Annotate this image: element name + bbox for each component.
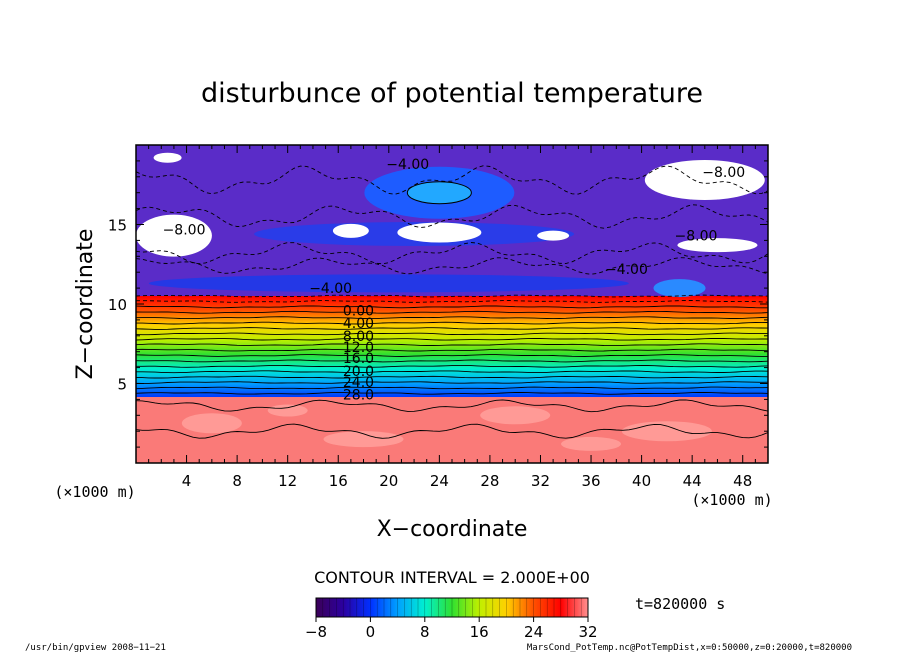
x-tick-label: 28 xyxy=(480,472,499,490)
contour-label: 20.0 xyxy=(343,364,374,380)
colorbar xyxy=(315,597,589,618)
colorbar-tick-label: −8 xyxy=(305,623,327,641)
stratified-field xyxy=(136,296,768,398)
footer-right: MarsCond_PotTemp.nc@PotTempDist,x=0:5000… xyxy=(527,643,852,653)
x-tick-label: 32 xyxy=(531,472,550,490)
plot-area xyxy=(136,145,768,463)
footer-left: /usr/bin/gpview 2008−11−21 xyxy=(25,643,166,653)
x-axis-label: X−coordinate xyxy=(377,517,528,542)
x-tick-label: 20 xyxy=(379,472,398,490)
x-tick-label: 4 xyxy=(182,472,192,490)
colorbar-tick-label: 16 xyxy=(470,623,489,641)
contour-label-upper: −4.00 xyxy=(309,281,352,297)
upper-field-shapes xyxy=(136,152,765,451)
contour-label-upper: −4.00 xyxy=(386,157,429,173)
y-axis: 5 10 15 xyxy=(108,160,768,448)
colorbar-tick-label: 32 xyxy=(578,623,597,641)
contour-label: 4.00 xyxy=(343,316,374,332)
contour-label-upper: −8.00 xyxy=(702,165,745,181)
contour-label-upper: −8.00 xyxy=(163,222,206,238)
contour-label: 16.0 xyxy=(343,351,374,367)
y-tick-label: 15 xyxy=(108,217,127,235)
y-axis-label: Z−coordinate xyxy=(73,229,98,380)
x-unit-right: (×1000 m) xyxy=(691,491,772,509)
y-tick-label: 5 xyxy=(117,376,127,394)
colorbar-tick-label: 24 xyxy=(524,623,543,641)
contour-label-upper: −4.00 xyxy=(605,262,648,278)
contour-label-upper: −8.00 xyxy=(674,229,717,245)
x-tick-label: 24 xyxy=(430,472,449,490)
x-tick-label: 8 xyxy=(232,472,242,490)
chart-title: disturbunce of potential temperature xyxy=(201,78,703,109)
y-tick-label: 10 xyxy=(108,296,127,314)
contour-label: 0.00 xyxy=(343,303,374,319)
colorbar-tick-label: 0 xyxy=(366,623,376,641)
colorbar-tick-label: 8 xyxy=(420,623,430,641)
contour-label: 12.0 xyxy=(343,340,374,356)
contour-interval-label: CONTOUR INTERVAL = 2.000E+00 xyxy=(314,568,590,587)
x-tick-label: 48 xyxy=(733,472,752,490)
contour-label: 8.00 xyxy=(343,329,374,345)
x-tick-label: 44 xyxy=(683,472,702,490)
colorbar-ticks: −8 0 8 16 24 32 xyxy=(305,617,598,641)
colorbar-stripes xyxy=(322,598,582,617)
x-tick-label: 16 xyxy=(329,472,348,490)
contour-label: 28.0 xyxy=(343,388,374,404)
x-unit-left: (×1000 m) xyxy=(54,483,135,501)
x-tick-label: 12 xyxy=(278,472,297,490)
contour-lines xyxy=(136,165,768,439)
contour-label: 24.0 xyxy=(343,375,374,391)
x-axis: 4 8 12 16 20 24 28 32 36 40 44 48 xyxy=(148,145,756,490)
x-tick-label: 40 xyxy=(632,472,651,490)
x-tick-label: 36 xyxy=(581,472,600,490)
time-label: t=820000 s xyxy=(635,595,725,613)
